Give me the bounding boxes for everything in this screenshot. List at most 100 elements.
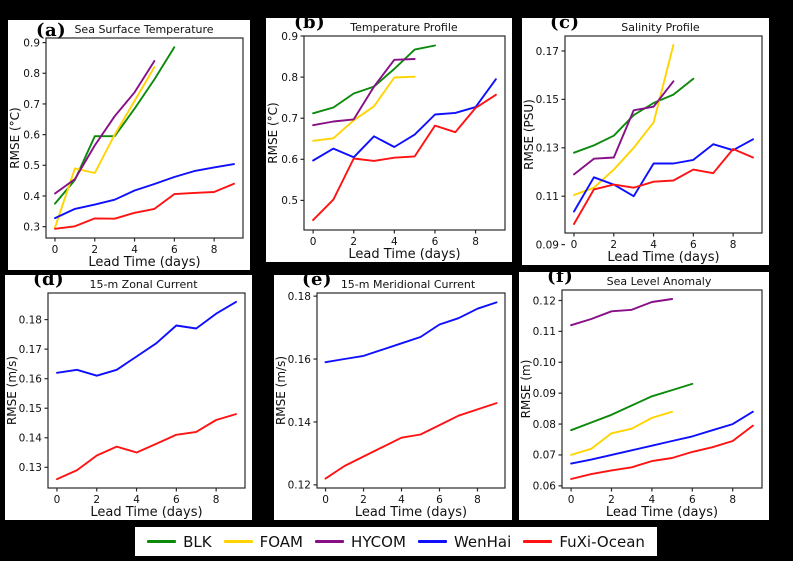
svg-text:0.09: 0.09 xyxy=(533,388,556,400)
plot-meridional-current: 0 2 4 6 8 0.12 0.14 0.16 0.18 Lead Time (days) RMS… xyxy=(274,291,506,520)
svg-text:RMSE (PSU): RMSE (PSU) xyxy=(522,99,536,170)
svg-text:4: 4 xyxy=(650,239,657,251)
svg-text:0.17: 0.17 xyxy=(536,46,559,58)
legend-line-swatch xyxy=(523,540,553,543)
svg-text:0.16: 0.16 xyxy=(19,373,43,385)
svg-text:0.6: 0.6 xyxy=(281,154,298,166)
svg-text:8: 8 xyxy=(472,236,479,248)
svg-text:0.5: 0.5 xyxy=(281,195,298,207)
svg-text:0.14: 0.14 xyxy=(288,417,312,429)
svg-text:2: 2 xyxy=(608,494,615,506)
svg-text:0.3: 0.3 xyxy=(23,221,40,233)
panel-title: Sea Level Anomaly xyxy=(606,275,712,288)
svg-text:2: 2 xyxy=(360,494,367,506)
svg-text:0.12: 0.12 xyxy=(533,295,556,307)
legend-line-swatch xyxy=(315,540,345,543)
svg-text:Lead Time (days): Lead Time (days) xyxy=(88,255,200,270)
svg-text:0.13: 0.13 xyxy=(19,462,42,474)
svg-text:0.18: 0.18 xyxy=(288,291,311,303)
legend-item-FOAM: FOAM xyxy=(223,532,303,551)
svg-text:0.7: 0.7 xyxy=(281,113,298,125)
svg-text:RMSE (°C): RMSE (°C) xyxy=(266,102,280,163)
svg-text:0: 0 xyxy=(310,236,317,248)
panel-title: 15-m Meridional Current xyxy=(340,278,476,291)
panel-title: Salinity Profile xyxy=(621,21,700,34)
svg-text:0.9: 0.9 xyxy=(23,37,40,49)
svg-text:4: 4 xyxy=(133,494,140,506)
svg-text:0.8: 0.8 xyxy=(23,68,40,80)
svg-text:0.10: 0.10 xyxy=(533,357,556,369)
svg-text:RMSE (m/s): RMSE (m/s) xyxy=(5,356,19,425)
svg-text:RMSE (m): RMSE (m) xyxy=(519,360,533,419)
svg-text:0: 0 xyxy=(568,494,575,506)
panel-letter-label: (b) xyxy=(294,18,326,33)
svg-text:0: 0 xyxy=(322,494,329,506)
svg-text:0.4: 0.4 xyxy=(23,191,40,203)
legend-item-BLK: BLK xyxy=(147,532,212,551)
svg-text:0: 0 xyxy=(571,239,578,251)
svg-text:0.14: 0.14 xyxy=(19,433,43,445)
panel-title: Temperature Profile xyxy=(350,21,458,34)
svg-text:0.07: 0.07 xyxy=(533,450,556,462)
svg-text:RMSE (°C): RMSE (°C) xyxy=(8,107,22,168)
legend-line-swatch xyxy=(223,540,253,543)
svg-text:4: 4 xyxy=(398,494,405,506)
svg-text:6: 6 xyxy=(436,494,443,506)
panel-letter-label: (f) xyxy=(547,272,574,287)
svg-text:0.08: 0.08 xyxy=(533,419,556,431)
svg-text:0.12: 0.12 xyxy=(288,480,311,492)
svg-text:2: 2 xyxy=(91,244,98,256)
legend-item-WenHai: WenHai xyxy=(417,533,511,551)
panel-meridional-current: 0 2 4 6 8 0.12 0.14 0.16 0.18 Lead Time (days) RMS… xyxy=(274,275,512,520)
panel-salinity-profile: 0 2 4 6 8 0.09 0.11 0.13 0.15 0.17 Lead Time (days… xyxy=(522,18,769,265)
svg-text:4: 4 xyxy=(131,244,138,256)
svg-text:8: 8 xyxy=(729,494,736,506)
panel-zonal-current: 0 2 4 6 8 0.13 0.14 0.15 0.16 0.17 0.18 Lead Time (… xyxy=(5,275,252,520)
panel-letter-label: (e) xyxy=(302,275,332,290)
svg-text:0: 0 xyxy=(52,244,59,256)
svg-text:Lead Time (days): Lead Time (days) xyxy=(90,505,202,520)
svg-text:8: 8 xyxy=(474,494,481,506)
legend-label: BLK xyxy=(183,532,212,551)
svg-text:0.06: 0.06 xyxy=(533,481,557,493)
panel-sea-surface-temperature: 0 2 4 6 8 0.3 0.4 0.5 0.6 0.7 0.8 0.9 Lead Time (day… xyxy=(8,20,250,270)
svg-text:4: 4 xyxy=(649,494,656,506)
svg-text:2: 2 xyxy=(93,494,100,506)
panel-title: Sea Surface Temperature xyxy=(74,23,214,36)
panel-temperature-profile: 0 2 4 6 8 0.5 0.6 0.7 0.8 0.9 Lead Time (days) RMSE… xyxy=(266,18,512,262)
legend-line-swatch xyxy=(417,540,447,543)
svg-text:8: 8 xyxy=(211,244,218,256)
svg-text:6: 6 xyxy=(690,239,697,251)
svg-text:0.6: 0.6 xyxy=(23,129,40,141)
svg-text:Lead Time (days): Lead Time (days) xyxy=(348,247,460,262)
legend-label: HYCOM xyxy=(351,532,406,551)
svg-text:2: 2 xyxy=(610,239,617,251)
plot-zonal-current: 0 2 4 6 8 0.13 0.14 0.15 0.16 0.17 0.18 Lead Time (… xyxy=(5,292,246,520)
svg-text:0.11: 0.11 xyxy=(536,191,559,203)
svg-text:0.13: 0.13 xyxy=(536,143,559,155)
plot-temperature-profile: 0 2 4 6 8 0.5 0.6 0.7 0.8 0.9 Lead Time (days) RMSE… xyxy=(266,31,506,262)
svg-text:4: 4 xyxy=(391,236,398,248)
svg-text:8: 8 xyxy=(730,239,737,251)
svg-text:0.17: 0.17 xyxy=(19,344,42,356)
svg-text:0.11: 0.11 xyxy=(533,326,556,338)
plot-sea-surface-temperature: 0 2 4 6 8 0.3 0.4 0.5 0.6 0.7 0.8 0.9 Lead Time (day… xyxy=(8,37,244,270)
svg-text:0.15: 0.15 xyxy=(19,403,42,415)
svg-text:0.09: 0.09 xyxy=(536,239,559,251)
svg-text:0.8: 0.8 xyxy=(281,72,298,84)
svg-text:Lead Time (days): Lead Time (days) xyxy=(355,505,467,520)
svg-text:0.16: 0.16 xyxy=(288,354,312,366)
svg-text:6: 6 xyxy=(171,244,178,256)
svg-text:0.5: 0.5 xyxy=(23,160,40,172)
svg-text:0.15: 0.15 xyxy=(536,94,559,106)
panel-letter-label: (d) xyxy=(33,275,65,290)
legend: BLK FOAM HYCOM WenHai FuXi-Ocean xyxy=(134,526,658,557)
svg-text:6: 6 xyxy=(689,494,696,506)
legend-label: FOAM xyxy=(259,532,303,551)
panel-letter-label: (c) xyxy=(550,18,580,33)
panel-title: 15-m Zonal Current xyxy=(89,278,198,291)
svg-text:6: 6 xyxy=(432,236,439,248)
svg-text:0: 0 xyxy=(54,494,61,506)
svg-text:6: 6 xyxy=(173,494,180,506)
svg-text:Lead Time (days): Lead Time (days) xyxy=(607,250,719,265)
